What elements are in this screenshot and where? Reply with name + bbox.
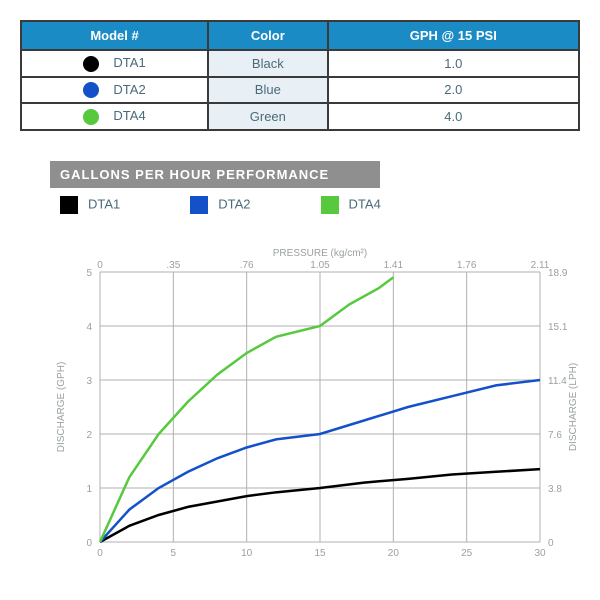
svg-text:PRESSURE (kg/cm²): PRESSURE (kg/cm²) [273,248,367,259]
cell-gph: 4.0 [328,103,579,130]
svg-text:4: 4 [86,322,92,333]
svg-text:0: 0 [97,548,103,559]
svg-text:0: 0 [97,260,103,271]
chart-legend: DTA1 DTA2 DTA4 [50,188,580,242]
legend-item: DTA4 [321,196,381,214]
svg-text:15: 15 [314,548,326,559]
svg-text:20: 20 [388,548,400,559]
cell-model: DTA1 [21,50,208,77]
cell-color: Black [208,50,327,77]
svg-text:DISCHARGE (GPH): DISCHARGE (GPH) [56,361,67,452]
cell-model: DTA4 [21,103,208,130]
svg-text:0: 0 [548,538,554,549]
svg-text:1.05: 1.05 [310,260,330,271]
svg-text:3: 3 [86,376,92,387]
legend-item: DTA1 [60,196,120,214]
svg-text:11.4: 11.4 [548,376,567,387]
svg-text:2: 2 [86,430,92,441]
col-header-model: Model # [21,21,208,50]
color-dot-icon [83,82,99,98]
table-row: DTA1Black1.0 [21,50,579,77]
svg-text:DISCHARGE (LPH): DISCHARGE (LPH) [568,363,579,451]
svg-text:10: 10 [241,548,253,559]
spec-table: Model # Color GPH @ 15 PSI DTA1Black1.0D… [20,20,580,131]
color-dot-icon [83,109,99,125]
legend-swatch-icon [321,196,339,214]
svg-text:7.6: 7.6 [548,430,562,441]
svg-text:.35: .35 [166,260,180,271]
color-dot-icon [83,56,99,72]
svg-text:5: 5 [171,548,177,559]
svg-text:.76: .76 [240,260,254,271]
col-header-gph: GPH @ 15 PSI [328,21,579,50]
chart-block: GALLONS PER HOUR PERFORMANCE DTA1DTA2DTA… [50,161,580,567]
svg-text:1: 1 [86,484,92,495]
cell-color: Green [208,103,327,130]
legend-swatch-icon [60,196,78,214]
svg-text:3.8: 3.8 [548,484,562,495]
svg-text:5: 5 [86,268,92,279]
svg-text:0: 0 [86,538,92,549]
legend-swatch-icon [190,196,208,214]
cell-gph: 1.0 [328,50,579,77]
legend-item: DTA2 [190,196,250,214]
table-row: DTA2Blue2.0 [21,77,579,104]
svg-text:30: 30 [534,548,546,559]
cell-model: DTA2 [21,77,208,104]
svg-text:1.76: 1.76 [457,260,477,271]
svg-text:25: 25 [461,548,473,559]
chart-title: GALLONS PER HOUR PERFORMANCE [50,161,380,188]
svg-text:1.41: 1.41 [384,260,404,271]
svg-text:18.9: 18.9 [548,268,568,279]
cell-gph: 2.0 [328,77,579,104]
table-row: DTA4Green4.0 [21,103,579,130]
svg-text:2.11: 2.11 [531,260,550,271]
cell-color: Blue [208,77,327,104]
col-header-color: Color [208,21,327,50]
svg-text:15.1: 15.1 [548,322,568,333]
performance-chart: PRESSURE (kg/cm²) 0 .35 .76 1.05 1.41 1.76 2.11… [50,242,580,562]
